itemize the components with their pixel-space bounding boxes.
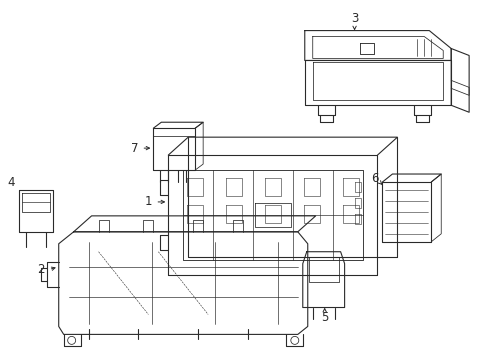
Text: 7: 7 [130,141,138,155]
Text: 3: 3 [350,12,358,25]
Text: 6: 6 [370,171,378,185]
Text: 4: 4 [7,176,15,189]
Text: 5: 5 [320,311,328,324]
Text: 1: 1 [144,195,152,208]
Text: 2: 2 [37,263,44,276]
